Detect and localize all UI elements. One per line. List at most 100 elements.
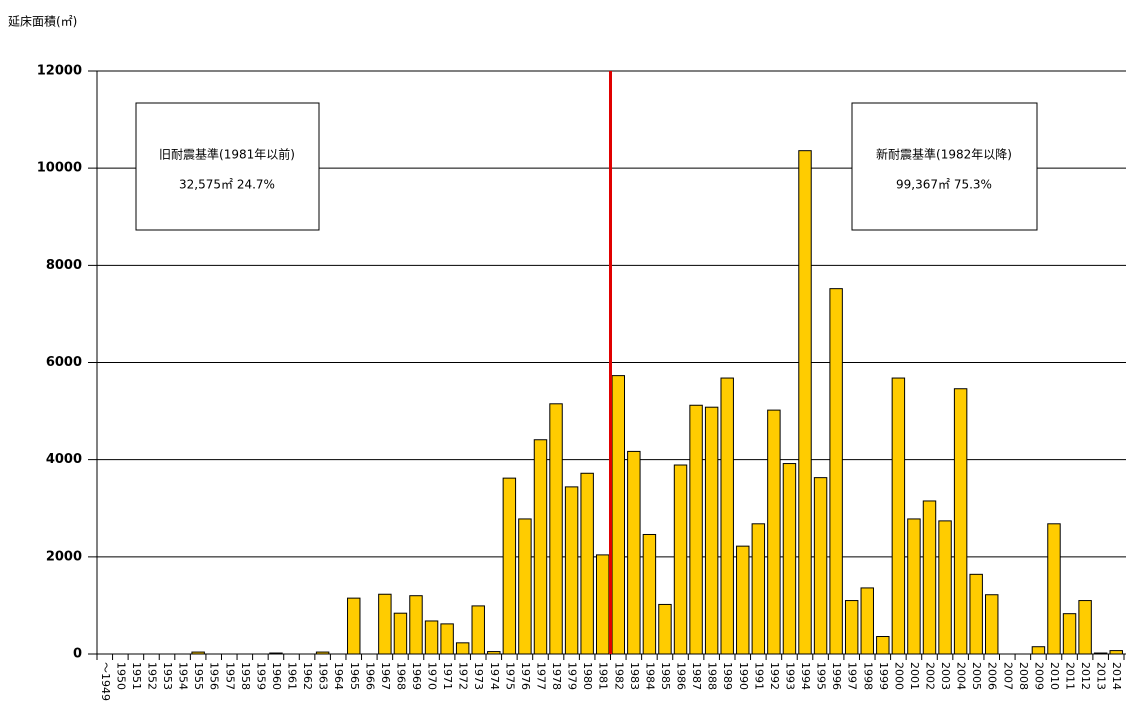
x-tick-label: 1971 xyxy=(441,662,454,690)
x-tick-label: 1990 xyxy=(737,662,750,690)
x-tick-label: 1967 xyxy=(379,662,392,690)
bar xyxy=(533,439,548,655)
bar xyxy=(704,406,719,655)
x-tick-label: 1981 xyxy=(597,662,610,690)
x-tick-label: 1995 xyxy=(815,662,828,690)
x-tick-label: 2007 xyxy=(1001,662,1014,690)
annotation-box xyxy=(135,102,320,231)
annotation-title: 新耐震基準(1982年以降) xyxy=(876,147,1012,162)
bar xyxy=(969,573,983,655)
bar xyxy=(985,594,999,655)
bar xyxy=(798,150,812,655)
y-tick-label: 4000 xyxy=(46,452,82,467)
x-tick-label: 2008 xyxy=(1017,662,1030,690)
x-tick-label: 1974 xyxy=(488,662,501,690)
x-tick-label: 1978 xyxy=(550,662,563,690)
x-tick-label: 2006 xyxy=(986,662,999,690)
x-tick-label: 1968 xyxy=(394,662,407,690)
x-tick-label: 1984 xyxy=(643,662,656,690)
bar xyxy=(953,388,968,655)
x-tick-label: 1996 xyxy=(830,662,843,690)
x-tick-label: 1950 xyxy=(114,662,127,690)
bar xyxy=(751,523,766,655)
bar xyxy=(689,404,703,655)
x-tick-label: 2009 xyxy=(1032,662,1045,690)
bar xyxy=(627,450,641,655)
annotation-box xyxy=(851,102,1038,231)
x-tick-label: 1985 xyxy=(659,662,672,690)
bar xyxy=(767,409,781,655)
bar xyxy=(813,477,828,655)
x-tick-label: 1973 xyxy=(472,662,485,690)
x-tick-label: 2002 xyxy=(923,662,936,690)
bar xyxy=(673,464,688,655)
bar xyxy=(1078,600,1092,655)
x-tick-label: 1991 xyxy=(752,662,765,690)
x-tick-label: 2014 xyxy=(1110,662,1123,690)
bar xyxy=(1031,646,1046,655)
x-tick-label: 2005 xyxy=(970,662,983,690)
bar xyxy=(440,623,454,655)
x-tick-label: 1976 xyxy=(519,662,532,690)
x-tick-label: 1998 xyxy=(861,662,874,690)
x-tick-label: 1982 xyxy=(612,662,625,690)
annotation-text: 99,367㎡ 75.3% xyxy=(896,178,992,192)
x-tick-label: 1992 xyxy=(768,662,781,690)
y-axis-label: 延床面積(㎡) xyxy=(8,14,77,29)
x-tick-label: 2013 xyxy=(1095,662,1108,690)
x-tick-label: 2000 xyxy=(892,662,905,690)
x-tick-label: 1970 xyxy=(426,662,439,690)
x-tick-label: 2004 xyxy=(955,662,968,690)
x-tick-label: 1972 xyxy=(457,662,470,690)
bar xyxy=(424,620,439,655)
bar xyxy=(860,587,874,655)
bar xyxy=(1109,650,1123,655)
x-tick-label: 2003 xyxy=(939,662,952,690)
bar xyxy=(736,545,750,655)
bar xyxy=(1062,613,1077,655)
bar xyxy=(1047,523,1061,655)
y-tick-label: 6000 xyxy=(46,355,82,370)
x-tick-label: 2010 xyxy=(1048,662,1061,690)
bar xyxy=(549,403,563,655)
x-tick-label: 1959 xyxy=(254,662,267,690)
bar xyxy=(782,463,797,655)
bar xyxy=(502,477,517,655)
bar xyxy=(720,377,734,655)
bar xyxy=(829,288,843,655)
bar xyxy=(409,595,423,655)
x-tick-label: 1986 xyxy=(675,662,688,690)
bar xyxy=(471,605,485,655)
annotation-text: 32,575㎡ 24.7% xyxy=(179,178,275,192)
bar xyxy=(564,486,579,655)
x-tick-label: 1999 xyxy=(877,662,890,690)
bar xyxy=(580,472,594,655)
x-tick-label: 1957 xyxy=(223,662,236,690)
y-tick-label: 8000 xyxy=(46,258,82,273)
x-tick-label: 1962 xyxy=(301,662,314,690)
x-tick-label: 1960 xyxy=(270,662,283,690)
x-tick-label: 1964 xyxy=(332,662,345,690)
x-tick-label: 1987 xyxy=(690,662,703,690)
bar xyxy=(347,597,361,655)
bar xyxy=(393,612,408,655)
x-tick-label: 1988 xyxy=(706,662,719,690)
x-tick-label: 1963 xyxy=(317,662,330,690)
x-tick-label: 1997 xyxy=(846,662,859,690)
x-tick-label: 1951 xyxy=(130,662,143,690)
x-tick-label: 1966 xyxy=(363,662,376,690)
x-tick-label: 1969 xyxy=(410,662,423,690)
x-tick-label: 1955 xyxy=(192,662,205,690)
bar xyxy=(378,593,392,655)
x-tick-label: 1954 xyxy=(177,662,190,690)
x-tick-label: 1983 xyxy=(628,662,641,690)
x-tick-label: 1965 xyxy=(348,662,361,690)
x-tick-label: 1958 xyxy=(239,662,252,690)
bar xyxy=(844,600,859,655)
bar xyxy=(611,375,626,655)
bar xyxy=(891,377,906,655)
y-tick-label: 12000 xyxy=(37,64,82,79)
x-tick-label: 1977 xyxy=(534,662,547,690)
annotation-right: 新耐震基準(1982年以降) 99,367㎡ 75.3% xyxy=(851,102,1038,231)
